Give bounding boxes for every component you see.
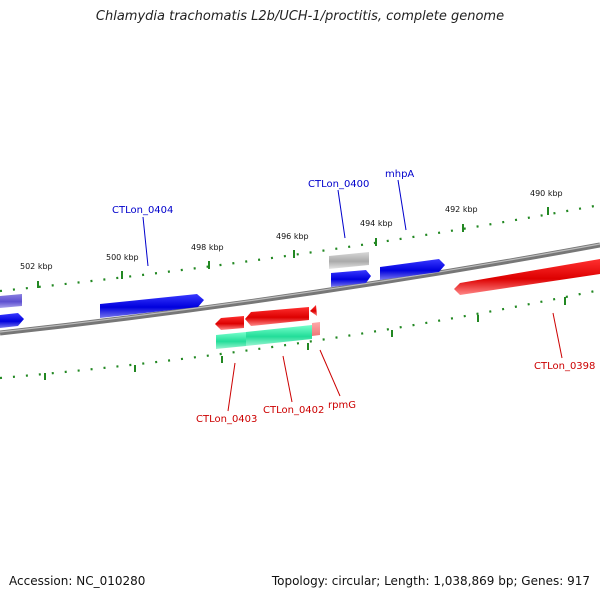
kbp-label-498: 498 kbp — [191, 243, 224, 252]
gene-ctlon-0404[interactable] — [100, 294, 204, 318]
reverse-scale-ruler — [0, 288, 600, 380]
leader-ctlon-0403 — [227, 362, 236, 412]
kbp-label-502: 502 kbp — [20, 262, 53, 271]
label-ctlon-0402[interactable]: CTLon_0402 — [263, 405, 324, 416]
leader-rpmg — [319, 349, 341, 397]
gene-ctlon-0400[interactable] — [331, 270, 371, 287]
genome-summary-text: Topology: circular; Length: 1,038,869 bp… — [271, 574, 590, 588]
leader-mhpa — [397, 179, 407, 231]
forward-gene-partial-left-2[interactable] — [0, 313, 24, 328]
kbp-label-490: 490 kbp — [530, 189, 563, 198]
reverse-ruler-dots — [0, 288, 600, 380]
label-ctlon-0400[interactable]: CTLon_0400 — [308, 179, 369, 190]
kbp-label-496: 496 kbp — [276, 232, 309, 241]
accession-text: Accession: NC_010280 — [9, 574, 146, 588]
gene-mhpa[interactable] — [380, 259, 445, 280]
label-ctlon-0403[interactable]: CTLon_0403 — [196, 414, 257, 425]
leader-ctlon-0400 — [337, 189, 346, 239]
genome-backbone — [0, 242, 600, 336]
forward-gene-partial-left[interactable] — [0, 294, 22, 308]
gene-ctlon-0402[interactable] — [245, 307, 309, 326]
kbp-label-494: 494 kbp — [360, 219, 393, 228]
gene-ctlon-0403[interactable] — [215, 316, 244, 330]
gene-ctlon-0398[interactable] — [454, 259, 600, 295]
label-mhpa[interactable]: mhpA — [385, 169, 414, 180]
genome-backbone-highlight — [0, 243, 600, 333]
rna-gene-ctlon-0403[interactable] — [216, 332, 246, 349]
rna-gene-rpmg[interactable] — [312, 322, 320, 336]
leader-ctlon-0404 — [142, 216, 149, 267]
label-rpmg[interactable]: rpmG — [328, 400, 356, 411]
label-ctlon-0398[interactable]: CTLon_0398 — [534, 361, 595, 372]
label-ctlon-0404[interactable]: CTLon_0404 — [112, 205, 173, 216]
forward-ruler-dots — [0, 203, 600, 293]
rna-gene-ctlon-0402[interactable] — [246, 325, 312, 346]
kbp-label-492: 492 kbp — [445, 205, 478, 214]
forward-scale-ruler — [0, 203, 600, 293]
kbp-label-500: 500 kbp — [106, 253, 139, 262]
leader-ctlon-0398 — [552, 312, 563, 359]
gene-rpmg[interactable] — [310, 305, 317, 316]
gene-ctlon-0400-pseudo[interactable] — [329, 252, 369, 269]
leader-ctlon-0402 — [282, 355, 293, 403]
page-title: Chlamydia trachomatis L2b/UCH-1/proctiti… — [95, 9, 505, 24]
